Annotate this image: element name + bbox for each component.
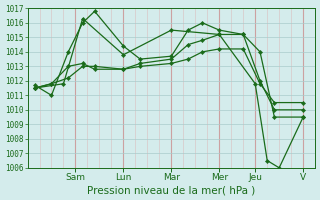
X-axis label: Pression niveau de la mer( hPa ): Pression niveau de la mer( hPa ) [87, 185, 255, 195]
